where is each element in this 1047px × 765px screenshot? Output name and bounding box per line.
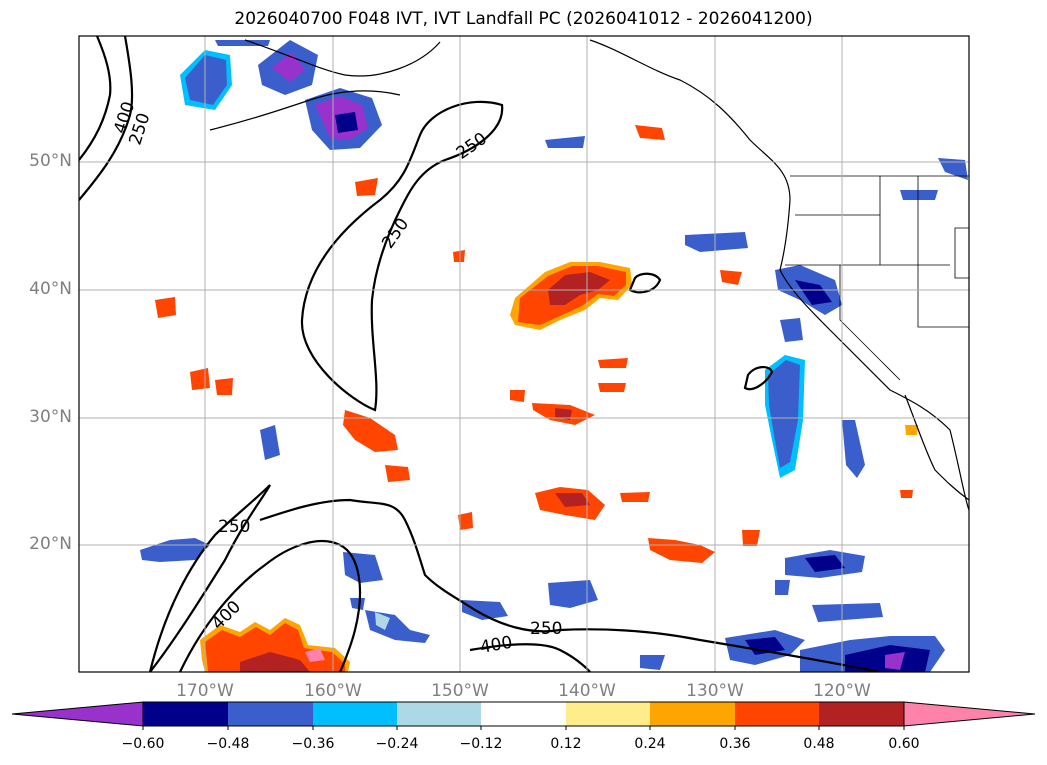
lat-label: 20°N [29, 534, 72, 554]
lon-label: 160°W [304, 681, 362, 701]
colorbar-tick-label: −0.48 [206, 736, 250, 752]
map-title: 2026040700 F048 IVT, IVT Landfall PC (20… [234, 9, 813, 29]
gridlines [79, 36, 969, 672]
lon-label: 150°W [431, 681, 489, 701]
map-area: 400 250 250 250 250 400 250 400 [79, 36, 969, 672]
lon-label: 130°W [686, 681, 744, 701]
lat-label: 50°N [29, 151, 72, 171]
lat-label: 40°N [29, 279, 72, 299]
contour-label: 250 [218, 517, 250, 537]
colorbar-tick-label: 0.24 [634, 736, 666, 752]
colorbar-tick-label: 0.36 [719, 736, 751, 752]
lon-label: 120°W [813, 681, 871, 701]
colorbar-tick-label: −0.60 [121, 736, 165, 752]
state-borders [785, 175, 969, 381]
lon-label: 170°W [176, 681, 234, 701]
ivt-positive-regions [155, 125, 918, 672]
colorbar-tick-label: −0.24 [375, 736, 419, 752]
colorbar [11, 701, 1036, 730]
ivt-filled-regions [140, 40, 968, 672]
colorbar-tick-label: 0.48 [803, 736, 835, 752]
contour-label: 250 [530, 619, 562, 639]
colorbar-tick-label: 0.12 [550, 736, 582, 752]
lat-label: 30°N [29, 407, 72, 427]
lon-label: 140°W [558, 681, 616, 701]
map-frame [78, 35, 970, 673]
colorbar-tick-label: −0.36 [291, 736, 335, 752]
coastlines [209, 39, 969, 511]
colorbar-tick-label: 0.60 [888, 736, 920, 752]
colorbar-tick-label: −0.12 [459, 736, 503, 752]
